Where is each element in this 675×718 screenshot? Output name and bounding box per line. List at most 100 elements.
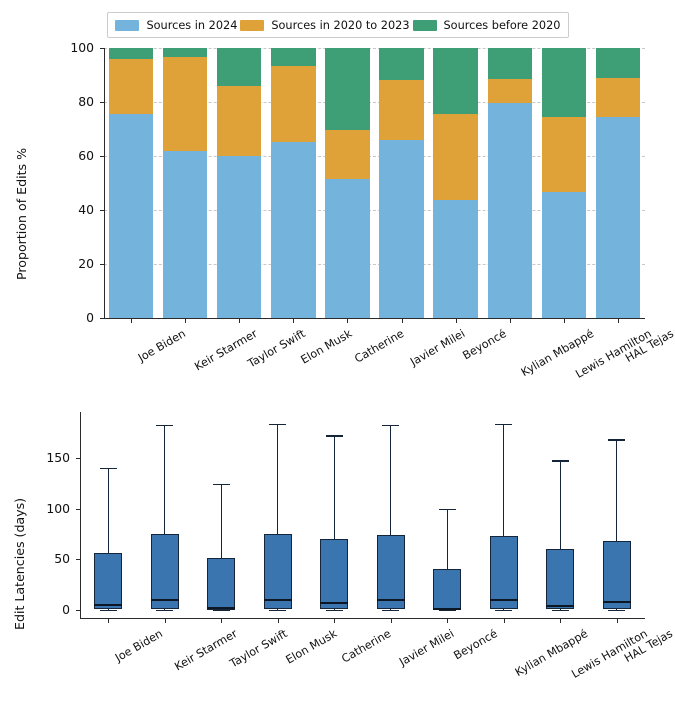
y-axis-spine xyxy=(104,48,106,318)
bar-segment[interactable] xyxy=(162,57,208,151)
bar-segment[interactable] xyxy=(379,79,424,141)
y-tick-mark xyxy=(99,210,104,211)
median-line xyxy=(602,600,631,604)
median-line xyxy=(376,598,405,602)
bar-segment[interactable] xyxy=(217,48,262,87)
bar-segment[interactable] xyxy=(217,156,262,318)
box[interactable] xyxy=(546,549,575,610)
y-tick-label: 20 xyxy=(78,256,94,271)
stacked-bar[interactable] xyxy=(541,48,587,318)
x-tick-label: Joe Biden xyxy=(113,627,166,665)
whisker-cap-upper xyxy=(495,424,513,426)
stacked-bar[interactable] xyxy=(325,48,370,318)
box[interactable] xyxy=(489,536,518,610)
bar-segment[interactable] xyxy=(108,114,154,318)
bar-segment[interactable] xyxy=(433,48,478,115)
x-tick-mark xyxy=(390,619,392,624)
bar-segment[interactable] xyxy=(379,140,424,318)
stacked-bar[interactable] xyxy=(271,48,316,318)
whisker-cap-lower xyxy=(325,609,343,612)
stacked-bar-panel: Proportion of Edits % 0 20 40 60 80 100 Joe Bi… xyxy=(0,40,675,381)
bar-segment[interactable] xyxy=(433,114,478,200)
whisker-cap-lower xyxy=(269,609,287,612)
whisker-lower xyxy=(616,609,618,610)
bar-segment[interactable] xyxy=(325,48,370,130)
legend-item: Sources in 2024 xyxy=(115,19,237,32)
box[interactable] xyxy=(602,541,631,610)
bar-segment[interactable] xyxy=(541,192,587,318)
bar-segment[interactable] xyxy=(487,102,532,318)
bar-segment[interactable] xyxy=(595,48,641,79)
bar-segment[interactable] xyxy=(108,58,154,115)
bar-segment[interactable] xyxy=(162,48,208,58)
legend-swatch-icon xyxy=(240,19,265,31)
median-line xyxy=(207,606,236,610)
whisker-lower xyxy=(333,609,335,610)
whisker-lower xyxy=(164,609,166,610)
legend-item: Sources in 2020 to 2023 xyxy=(240,18,410,32)
box[interactable] xyxy=(207,558,236,610)
x-tick-label: Elon Musk xyxy=(298,327,355,367)
bar-segment[interactable] xyxy=(325,129,370,179)
y-tick-label: 80 xyxy=(78,94,94,109)
bar-segment[interactable] xyxy=(487,48,532,80)
bar-segment[interactable] xyxy=(595,78,641,117)
x-tick-label: Beyoncé xyxy=(451,627,500,663)
box[interactable] xyxy=(150,534,179,610)
bar-segment[interactable] xyxy=(541,117,587,193)
legend-label: Sources before 2020 xyxy=(443,18,561,32)
x-tick-label: Beyoncé xyxy=(460,327,509,363)
x-tick-mark xyxy=(455,319,457,324)
bar-segment[interactable] xyxy=(271,48,316,67)
y-tick-label: 100 xyxy=(46,500,70,516)
stacked-bar[interactable] xyxy=(162,48,208,318)
y-tick-mark xyxy=(99,48,104,49)
whisker-lower xyxy=(277,609,279,610)
y-tick-mark xyxy=(75,609,80,611)
legend-swatch-icon xyxy=(412,19,437,31)
bar-segment[interactable] xyxy=(217,86,262,156)
bar-segment[interactable] xyxy=(271,141,316,318)
bar-segment[interactable] xyxy=(271,66,316,142)
stacked-bar[interactable] xyxy=(433,48,478,318)
box[interactable] xyxy=(376,535,405,610)
box[interactable] xyxy=(433,568,462,610)
whisker-cap-lower xyxy=(212,609,230,612)
bar-segment[interactable] xyxy=(325,178,370,318)
bar-segment[interactable] xyxy=(487,79,532,103)
stacked-bar[interactable] xyxy=(595,48,641,318)
whisker-cap-upper xyxy=(325,435,343,437)
y-tick-label: 40 xyxy=(78,202,94,217)
median-line xyxy=(263,598,292,602)
bar-segment[interactable] xyxy=(595,116,641,318)
stacked-bar[interactable] xyxy=(487,48,532,318)
whisker-cap-upper xyxy=(551,460,569,462)
whisker-cap-lower xyxy=(551,609,569,612)
box[interactable] xyxy=(320,539,349,610)
box[interactable] xyxy=(263,534,292,610)
bar-segment[interactable] xyxy=(162,150,208,318)
bar-segment[interactable] xyxy=(108,48,154,59)
chart-legend: Sources in 2024 Sources in 2020 to 2023 So… xyxy=(107,12,569,38)
whisker-upper xyxy=(503,424,505,537)
whisker-cap-lower xyxy=(99,609,117,612)
stacked-bar[interactable] xyxy=(217,48,262,318)
stacked-bar[interactable] xyxy=(379,48,424,318)
box[interactable] xyxy=(94,553,123,610)
whisker-upper xyxy=(277,424,279,535)
median-line xyxy=(546,604,575,608)
gridline xyxy=(104,264,645,265)
bar-segment[interactable] xyxy=(379,48,424,80)
x-tick-label: Javier Milei xyxy=(396,627,457,669)
whisker-upper xyxy=(559,460,561,550)
y-tick-label: 150 xyxy=(46,450,70,466)
y-tick-mark xyxy=(99,156,104,157)
legend-label: Sources in 2020 to 2023 xyxy=(271,18,410,32)
x-tick-mark xyxy=(334,619,336,624)
y-tick-mark xyxy=(99,102,104,103)
stacked-bar[interactable] xyxy=(108,48,154,318)
bar-segment[interactable] xyxy=(541,48,587,118)
x-tick-mark xyxy=(185,319,187,324)
bar-segment[interactable] xyxy=(433,199,478,318)
